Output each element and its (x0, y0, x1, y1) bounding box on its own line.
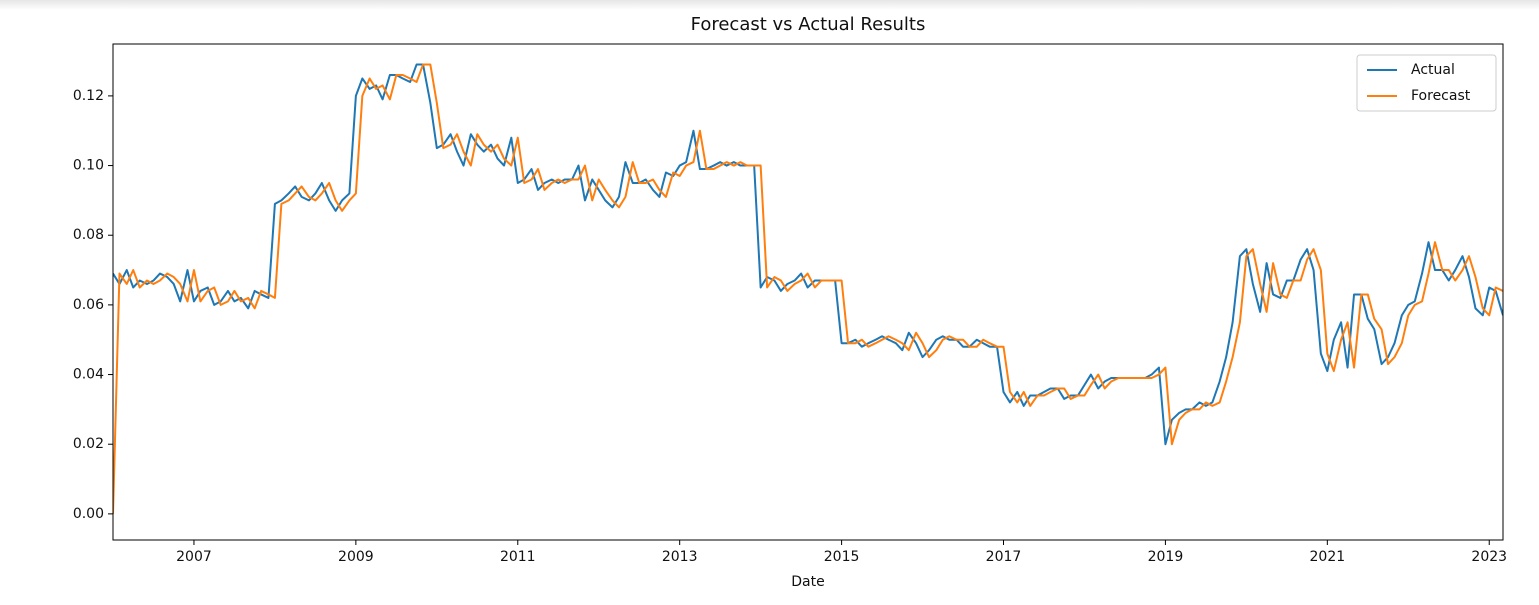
x-axis-label: Date (791, 574, 824, 590)
x-tick-label: 2021 (1310, 549, 1346, 565)
line-series (113, 63, 1503, 514)
x-tick-label: 2023 (1471, 549, 1507, 565)
y-tick-label: 0.00 (73, 506, 104, 522)
y-tick-label: 0.10 (73, 158, 104, 174)
x-tick-label: 2019 (1148, 549, 1184, 565)
y-tick-label: 0.04 (73, 367, 104, 383)
line-series (113, 63, 1503, 446)
x-tick-label: 2007 (176, 549, 212, 565)
y-tick-label: 0.02 (73, 436, 104, 452)
chart-title: Forecast vs Actual Results (691, 14, 926, 35)
legend-label: Forecast (1411, 88, 1471, 104)
x-tick-label: 2013 (662, 549, 698, 565)
top-shadow (0, 0, 1539, 10)
legend-label: Actual (1411, 62, 1455, 78)
x-tick-label: 2011 (500, 549, 536, 565)
x-tick-label: 2015 (824, 549, 860, 565)
y-tick-label: 0.12 (73, 88, 104, 104)
y-tick-label: 0.08 (73, 227, 104, 243)
x-tick-label: 2017 (986, 549, 1022, 565)
plot-frame (112, 43, 1504, 541)
y-tick-label: 0.06 (73, 297, 104, 313)
x-tick-label: 2009 (338, 549, 374, 565)
